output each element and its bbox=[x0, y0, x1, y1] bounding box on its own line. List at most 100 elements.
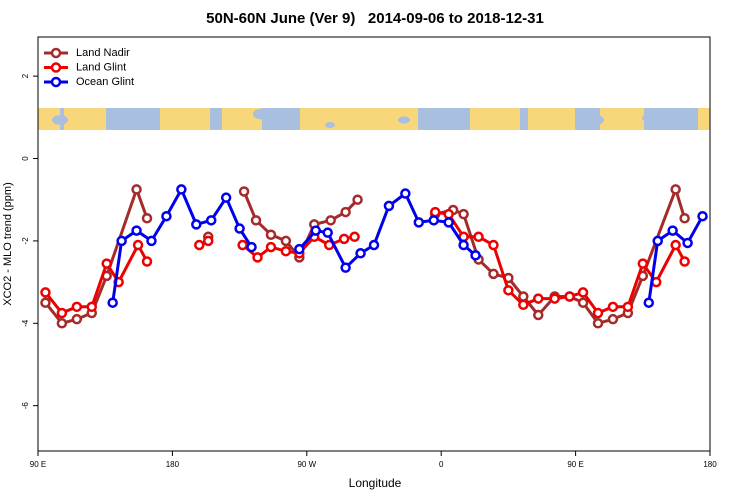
data-point bbox=[250, 215, 262, 226]
y-tick-label: -2 bbox=[21, 237, 30, 245]
legend-label: Ocean Glint bbox=[76, 76, 134, 88]
data-point bbox=[161, 210, 172, 222]
data-point bbox=[637, 258, 649, 269]
data-point bbox=[131, 225, 142, 236]
legend-marker bbox=[50, 76, 62, 88]
data-point bbox=[141, 256, 153, 267]
data-point bbox=[194, 239, 205, 251]
data-point bbox=[667, 225, 678, 236]
data-point bbox=[400, 188, 411, 199]
data-point bbox=[607, 301, 619, 313]
data-point bbox=[533, 309, 544, 321]
plot-frame bbox=[37, 36, 711, 452]
map-island bbox=[52, 115, 68, 125]
data-point bbox=[340, 206, 351, 218]
map-island bbox=[253, 108, 271, 120]
data-point bbox=[86, 301, 98, 313]
data-point bbox=[176, 184, 187, 195]
data-point bbox=[643, 297, 655, 308]
data-point bbox=[107, 297, 118, 308]
data-point bbox=[40, 287, 51, 298]
x-tick-label: 90 E bbox=[30, 460, 46, 469]
series-line bbox=[44, 184, 687, 326]
data-point bbox=[141, 213, 153, 224]
data-point bbox=[40, 297, 51, 308]
data-point bbox=[131, 184, 142, 195]
y-tick-label: -4 bbox=[21, 319, 30, 327]
data-point bbox=[191, 219, 202, 230]
y-tick-label: -6 bbox=[21, 402, 30, 410]
data-point bbox=[325, 215, 336, 226]
map-land bbox=[698, 108, 710, 130]
x-tick-label: 0 bbox=[439, 460, 444, 469]
data-point bbox=[280, 235, 292, 247]
y-tick-label: 2 bbox=[21, 73, 30, 78]
data-point bbox=[101, 258, 112, 269]
data-point bbox=[322, 227, 333, 238]
data-point bbox=[146, 235, 157, 247]
data-point bbox=[265, 229, 277, 240]
data-point bbox=[622, 301, 634, 313]
data-point bbox=[383, 200, 395, 212]
data-point bbox=[220, 192, 232, 203]
map-land bbox=[64, 108, 106, 130]
data-point bbox=[349, 231, 360, 243]
map-island bbox=[642, 114, 654, 122]
data-point bbox=[71, 301, 83, 313]
x-axis-label: Longitude bbox=[349, 476, 402, 490]
data-point bbox=[56, 318, 68, 329]
data-point bbox=[338, 233, 350, 245]
data-point bbox=[549, 293, 560, 304]
data-point bbox=[280, 245, 292, 257]
x-tick-label: 180 bbox=[703, 460, 717, 469]
data-point bbox=[670, 184, 681, 195]
data-point bbox=[355, 248, 366, 259]
data-point bbox=[443, 208, 454, 220]
data-point bbox=[238, 186, 250, 197]
data-point bbox=[503, 285, 514, 296]
data-point bbox=[56, 307, 68, 319]
data-point bbox=[205, 215, 217, 226]
data-point bbox=[488, 239, 499, 251]
data-point bbox=[697, 210, 708, 222]
data-point bbox=[533, 293, 544, 304]
data-point bbox=[413, 217, 425, 228]
map-land bbox=[528, 108, 575, 130]
data-point bbox=[470, 250, 481, 261]
data-point bbox=[592, 318, 604, 329]
map-land bbox=[222, 108, 262, 130]
data-point bbox=[234, 223, 245, 234]
data-point bbox=[237, 239, 248, 251]
map-island bbox=[325, 122, 335, 128]
data-point bbox=[682, 237, 693, 249]
data-point bbox=[265, 241, 277, 253]
data-point bbox=[679, 213, 690, 224]
y-tick-label: 0 bbox=[21, 156, 30, 161]
data-point bbox=[443, 217, 454, 228]
data-point bbox=[518, 299, 529, 311]
data-point bbox=[564, 291, 575, 302]
data-point bbox=[132, 239, 144, 251]
map-island bbox=[398, 116, 410, 124]
chart-title: 50N-60N June (Ver 9) 2014-09-06 to 2018-… bbox=[206, 10, 544, 27]
map-land bbox=[160, 108, 210, 130]
data-point bbox=[246, 241, 257, 253]
legend-label: Land Glint bbox=[76, 61, 126, 73]
data-point bbox=[577, 287, 589, 298]
data-point bbox=[252, 252, 263, 263]
data-point bbox=[670, 239, 681, 251]
y-axis-label: XCO2 - MLO trend (ppm) bbox=[2, 182, 14, 305]
data-point bbox=[428, 215, 439, 226]
data-point bbox=[473, 231, 484, 243]
data-point bbox=[607, 313, 619, 325]
x-tick-label: 180 bbox=[166, 460, 180, 469]
x-tick-label: 90 E bbox=[567, 460, 583, 469]
legend-label: Land Nadir bbox=[76, 47, 130, 59]
map-island bbox=[588, 115, 604, 125]
data-point bbox=[577, 297, 589, 308]
data-point bbox=[488, 268, 499, 280]
data-point bbox=[71, 313, 83, 325]
data-point bbox=[352, 194, 363, 205]
